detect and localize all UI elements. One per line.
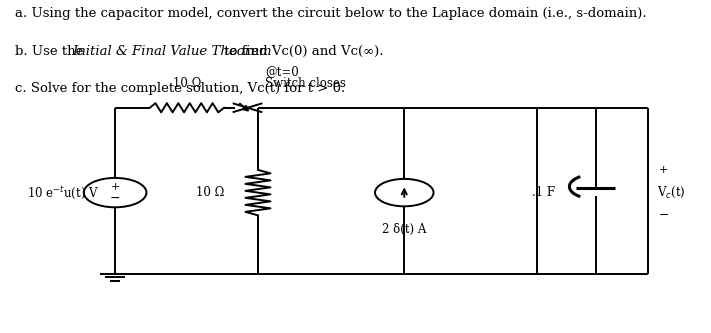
Text: @t=0: @t=0 [265, 65, 299, 78]
Text: .1 F: .1 F [533, 186, 555, 199]
Text: −: − [658, 209, 669, 222]
Text: c. Solve for the complete solution, Vc(t) for t > 0.: c. Solve for the complete solution, Vc(t… [16, 82, 346, 95]
Text: 10 Ω: 10 Ω [196, 186, 225, 199]
Text: Switch closes: Switch closes [265, 77, 346, 90]
Text: −: − [110, 192, 120, 205]
Text: 2 δ(t) A: 2 δ(t) A [382, 223, 427, 236]
Text: 10 Ω: 10 Ω [173, 77, 201, 90]
Text: +: + [659, 165, 668, 175]
Text: V$_c$(t): V$_c$(t) [656, 185, 685, 200]
Text: +: + [110, 182, 119, 192]
Text: Initial & Final Value Theorem: Initial & Final Value Theorem [73, 45, 272, 58]
Text: a. Using the capacitor model, convert the circuit below to the Laplace domain (i: a. Using the capacitor model, convert th… [16, 7, 647, 20]
Text: to find Vc(0) and Vc(∞).: to find Vc(0) and Vc(∞). [220, 45, 384, 58]
Text: b. Use the: b. Use the [16, 45, 88, 58]
Text: 10 e$^{-t}$u(t) V: 10 e$^{-t}$u(t) V [27, 184, 99, 201]
